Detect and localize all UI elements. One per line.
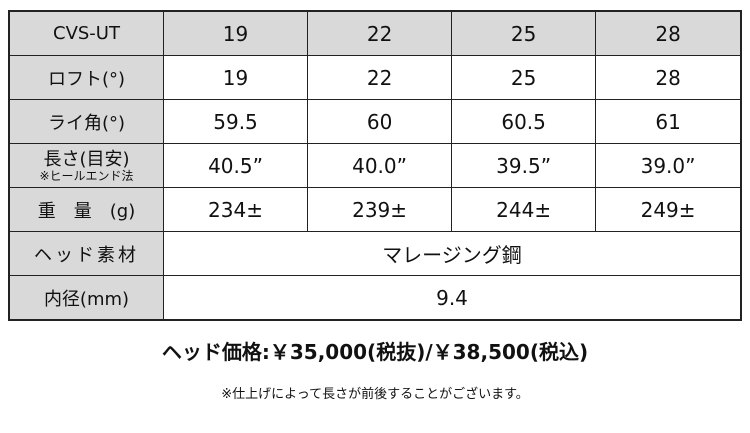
row-label: ライ角(°) bbox=[8, 99, 164, 144]
table-row-weight: 重 量 (g) 234± 239± 244± 249± bbox=[8, 187, 742, 232]
table-cell: 39.5” bbox=[451, 143, 597, 188]
table-cell: 39.0” bbox=[595, 143, 742, 188]
table-cell: 244± bbox=[451, 187, 597, 232]
table-row-inner-diameter: 内径(mm) 9.4 bbox=[8, 275, 742, 321]
head-price: ヘッド価格:￥35,000(税抜)/￥38,500(税込) bbox=[161, 340, 589, 364]
table-cell: 28 bbox=[595, 55, 742, 100]
table-cell: 19 bbox=[162, 55, 309, 100]
table-cell: 234± bbox=[162, 187, 309, 232]
table-cell: マレージング鋼 bbox=[163, 231, 742, 276]
header-cell: 19 bbox=[162, 10, 309, 56]
table-header-row: CVS-UT 19 22 25 28 bbox=[8, 10, 742, 56]
table-cell: 249± bbox=[595, 187, 742, 232]
row-label: ロフト(°) bbox=[8, 55, 164, 100]
table-row-length: 長さ(目安) ※ヒールエンド法 40.5” 40.0” 39.5” 39.0” bbox=[8, 143, 742, 188]
table-cell: 40.0” bbox=[307, 143, 453, 188]
header-cell: 25 bbox=[451, 10, 597, 56]
row-label: ヘッド素材 bbox=[8, 231, 164, 276]
table-cell: 61 bbox=[595, 99, 742, 144]
footnote: ※仕上げによって長さが前後することがございます。 bbox=[221, 387, 529, 402]
table-row-lie: ライ角(°) 59.5 60 60.5 61 bbox=[8, 99, 742, 144]
table-cell: 239± bbox=[307, 187, 453, 232]
table-cell: 25 bbox=[451, 55, 597, 100]
row-label-main: 長さ(目安) bbox=[43, 148, 130, 170]
row-label: 長さ(目安) ※ヒールエンド法 bbox=[8, 143, 164, 188]
table-cell: 22 bbox=[307, 55, 453, 100]
row-label-sub: ※ヒールエンド法 bbox=[39, 168, 134, 183]
table-cell: 59.5 bbox=[162, 99, 309, 144]
table-cell: 9.4 bbox=[163, 275, 742, 321]
table-row-loft: ロフト(°) 19 22 25 28 bbox=[8, 55, 742, 100]
table-cell: 60 bbox=[307, 99, 453, 144]
spec-table: CVS-UT 19 22 25 28 ロフト(°) 19 22 25 28 ライ… bbox=[8, 10, 742, 321]
row-label: 重 量 (g) bbox=[8, 187, 164, 232]
table-cell: 60.5 bbox=[451, 99, 597, 144]
table-cell: 40.5” bbox=[162, 143, 309, 188]
table-row-head-material: ヘッド素材 マレージング鋼 bbox=[8, 231, 742, 276]
header-cell: 22 bbox=[307, 10, 453, 56]
row-label: 内径(mm) bbox=[8, 275, 164, 321]
header-cell: 28 bbox=[595, 10, 742, 56]
model-name: CVS-UT bbox=[8, 10, 164, 56]
